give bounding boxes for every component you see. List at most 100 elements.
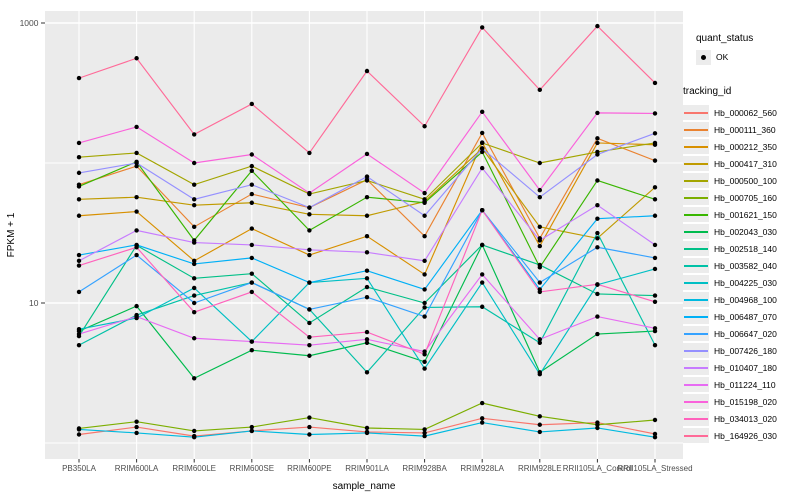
- data-point: [480, 149, 485, 155]
- legend-item-label: Hb_034013_020: [714, 413, 777, 424]
- data-point: [422, 352, 427, 357]
- data-point: [422, 433, 427, 439]
- line-swatch-icon: [684, 231, 708, 233]
- data-point: [192, 261, 197, 267]
- data-point: [422, 197, 427, 202]
- legend-key-swatch: [683, 241, 709, 256]
- data-point: [307, 334, 312, 340]
- data-point: [307, 280, 312, 285]
- data-point: [364, 337, 370, 342]
- line-swatch-icon: [684, 146, 708, 148]
- data-point: [249, 152, 254, 157]
- data-point: [307, 415, 312, 420]
- data-point: [249, 168, 254, 173]
- data-point: [595, 314, 600, 319]
- data-point: [76, 289, 82, 295]
- data-point: [192, 276, 197, 281]
- data-point: [595, 282, 600, 287]
- data-point: [192, 160, 197, 166]
- data-point: [480, 140, 485, 146]
- legend-item-Hb_004968_100: Hb_004968_100: [683, 291, 800, 308]
- data-point: [364, 174, 370, 179]
- data-point: [537, 372, 542, 377]
- legend-item-ok-label: OK: [716, 52, 729, 62]
- data-point: [422, 300, 427, 306]
- data-point: [192, 182, 197, 187]
- data-point: [480, 272, 485, 277]
- data-point: [595, 136, 600, 141]
- legend-key-swatch: [683, 105, 709, 120]
- legend-item-Hb_003582_040: Hb_003582_040: [683, 257, 800, 274]
- data-point: [307, 424, 312, 430]
- legend-panel: quant_status OK tracking_id Hb_000062_56…: [683, 33, 800, 444]
- data-point: [249, 428, 254, 434]
- data-point: [364, 68, 370, 74]
- data-point: [364, 250, 370, 255]
- data-point: [652, 435, 658, 440]
- legend-item-Hb_000417_310: Hb_000417_310: [683, 155, 800, 172]
- legend-item-label: Hb_006647_020: [714, 328, 777, 339]
- data-point: [192, 240, 197, 245]
- legend-item-label: Hb_003582_040: [714, 260, 777, 271]
- line-swatch-icon: [684, 384, 708, 386]
- data-point: [480, 208, 485, 213]
- data-point: [192, 428, 197, 434]
- data-point: [364, 268, 370, 273]
- data-point: [480, 420, 485, 425]
- data-point: [595, 245, 600, 250]
- legend-item-label: Hb_007426_180: [714, 345, 777, 356]
- data-point: [595, 331, 600, 337]
- data-point: [307, 212, 312, 217]
- data-point: [76, 342, 82, 348]
- data-point: [249, 191, 254, 197]
- data-point: [364, 276, 370, 281]
- line-swatch-icon: [684, 435, 708, 437]
- legend-item-Hb_164926_030: Hb_164926_030: [683, 427, 800, 444]
- data-point: [192, 197, 197, 202]
- data-point: [652, 255, 658, 261]
- data-point: [134, 252, 139, 258]
- data-point: [192, 300, 197, 306]
- data-point: [134, 245, 139, 250]
- data-point: [537, 224, 542, 230]
- data-point: [134, 314, 139, 319]
- data-point: [422, 124, 427, 129]
- data-point: [307, 247, 312, 252]
- data-point: [422, 200, 427, 205]
- x-tick-label: RRIM928LA: [460, 464, 504, 473]
- data-point: [422, 314, 427, 319]
- data-point: [422, 359, 427, 365]
- data-point: [537, 238, 542, 243]
- data-point: [249, 182, 254, 187]
- data-point: [537, 422, 542, 427]
- x-tick-label: RRIM901LA: [345, 464, 389, 473]
- legend-item-label: Hb_002518_140: [714, 243, 777, 254]
- data-point: [422, 366, 427, 371]
- data-point: [134, 124, 139, 130]
- legend-item-label: Hb_004225_030: [714, 277, 777, 288]
- data-point: [192, 309, 197, 315]
- data-point: [249, 255, 254, 261]
- data-point: [652, 242, 658, 248]
- data-point: [364, 340, 370, 345]
- legend-item-label: Hb_000111_360: [714, 124, 776, 135]
- data-point: [652, 431, 658, 437]
- data-point: [76, 197, 82, 202]
- data-point: [134, 194, 139, 200]
- data-point: [76, 155, 82, 160]
- x-tick-label: PB350LA: [62, 464, 96, 473]
- data-point: [422, 258, 427, 264]
- data-point: [364, 329, 370, 335]
- data-point: [537, 280, 542, 285]
- data-point: [134, 209, 139, 214]
- data-point: [537, 262, 542, 268]
- data-point: [192, 202, 197, 208]
- data-point: [76, 140, 82, 146]
- data-point: [364, 151, 370, 157]
- data-point: [307, 432, 312, 437]
- legend-title-quant-status: quant_status: [696, 33, 754, 44]
- data-point: [537, 340, 542, 345]
- data-point: [134, 228, 139, 233]
- data-point: [595, 425, 600, 431]
- data-point: [134, 430, 139, 436]
